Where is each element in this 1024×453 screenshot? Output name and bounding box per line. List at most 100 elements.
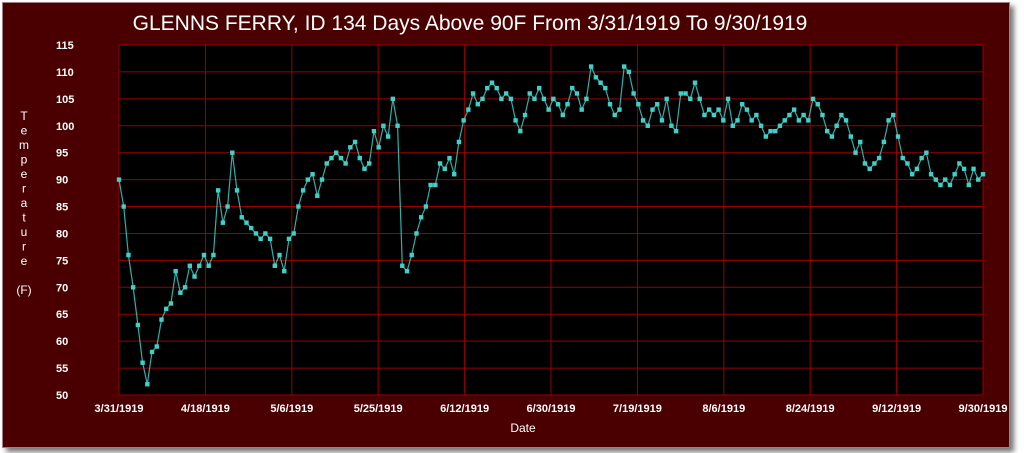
- data-point: [588, 64, 594, 69]
- y-axis-label-letter: a: [21, 196, 28, 210]
- data-point: [385, 134, 391, 139]
- data-point: [749, 118, 754, 123]
- gridlines: [118, 44, 984, 396]
- data-point: [319, 177, 325, 182]
- x-tick-label: 6/12/1919: [440, 403, 489, 415]
- data-point: [201, 252, 207, 258]
- data-point: [296, 204, 301, 209]
- data-point: [513, 118, 518, 123]
- data-point: [645, 123, 650, 128]
- data-point: [475, 102, 481, 107]
- data-point: [527, 91, 532, 96]
- data-point: [716, 107, 721, 112]
- x-ticks: 3/31/1919 4/18/1919 5/6/1919 5/25/1919 6/12/…: [95, 403, 1008, 415]
- y-ticks: 50 55 60 65 70 75 80 85 90 95 100 105 110 115: [56, 40, 74, 402]
- data-point: [900, 155, 905, 161]
- data-point: [310, 172, 315, 177]
- data-point: [791, 107, 797, 112]
- data-point: [178, 290, 183, 295]
- data-point: [617, 107, 622, 112]
- data-point: [659, 118, 665, 123]
- x-tick-label: 5/6/1919: [270, 403, 313, 415]
- data-point: [428, 182, 433, 188]
- data-point: [924, 150, 929, 155]
- data-point: [966, 182, 972, 188]
- data-point: [168, 301, 174, 306]
- data-point: [839, 112, 844, 118]
- y-axis-label-letter: m: [19, 138, 29, 152]
- data-point: [418, 215, 424, 220]
- data-points: [116, 64, 986, 387]
- y-axis-label-letter: r: [22, 182, 26, 196]
- data-point: [820, 112, 825, 118]
- data-point: [282, 268, 287, 274]
- data-point: [480, 96, 485, 102]
- chart-title: GLENNS FERRY, ID 134 Days Above 90F From…: [133, 12, 808, 35]
- data-point: [655, 102, 660, 107]
- x-tick-label: 7/19/1919: [613, 403, 662, 415]
- data-point: [943, 177, 948, 182]
- data-point: [536, 85, 542, 91]
- y-tick-label: 115: [56, 40, 74, 52]
- data-point: [423, 204, 429, 209]
- x-axis-label: Date: [510, 421, 536, 435]
- data-point: [164, 306, 169, 312]
- data-point: [971, 166, 976, 172]
- data-point: [145, 382, 150, 387]
- y-tick-label: 65: [56, 309, 68, 321]
- data-point: [891, 112, 896, 118]
- data-point: [740, 102, 745, 107]
- data-point: [244, 220, 249, 225]
- data-point: [758, 123, 764, 128]
- data-point: [895, 134, 901, 139]
- data-point: [503, 91, 509, 96]
- y-tick-label: 75: [56, 255, 68, 267]
- data-point: [980, 172, 986, 177]
- data-point: [621, 64, 627, 69]
- data-point: [277, 252, 282, 258]
- data-point: [763, 134, 769, 139]
- data-point: [711, 112, 717, 118]
- data-point: [546, 107, 551, 112]
- data-point: [782, 118, 787, 123]
- data-point: [886, 118, 891, 123]
- data-point: [754, 112, 759, 118]
- y-tick-label: 105: [56, 94, 74, 106]
- data-point: [551, 96, 556, 102]
- data-point: [541, 96, 547, 102]
- y-axis-label-letter: T: [20, 109, 28, 123]
- data-point: [352, 139, 358, 145]
- data-point: [829, 134, 835, 139]
- data-point: [730, 123, 735, 128]
- data-point: [315, 193, 320, 198]
- y-tick-label: 50: [56, 390, 68, 402]
- y-axis-label-letter: p: [21, 153, 28, 167]
- data-point: [300, 188, 306, 193]
- y-tick-label: 80: [56, 228, 68, 240]
- series-line: [118, 64, 984, 385]
- data-point: [631, 91, 636, 96]
- y-tick-label: 60: [56, 336, 68, 348]
- data-point: [305, 177, 311, 182]
- data-point: [721, 118, 726, 123]
- y-tick-label: 55: [56, 363, 68, 375]
- data-point: [263, 231, 268, 236]
- data-point: [905, 161, 910, 166]
- data-point: [121, 204, 126, 209]
- data-point: [612, 112, 617, 118]
- data-point: [206, 263, 211, 268]
- data-point: [834, 123, 839, 128]
- data-point: [149, 349, 155, 355]
- data-point: [437, 161, 443, 166]
- data-point: [673, 128, 679, 134]
- data-point: [933, 177, 938, 182]
- data-point: [787, 112, 792, 118]
- data-point: [348, 145, 353, 150]
- data-point: [357, 155, 362, 161]
- data-point: [234, 188, 240, 193]
- data-point: [706, 107, 712, 112]
- data-point: [744, 107, 750, 112]
- data-point: [220, 220, 226, 225]
- data-point: [928, 172, 934, 177]
- data-point: [725, 96, 731, 102]
